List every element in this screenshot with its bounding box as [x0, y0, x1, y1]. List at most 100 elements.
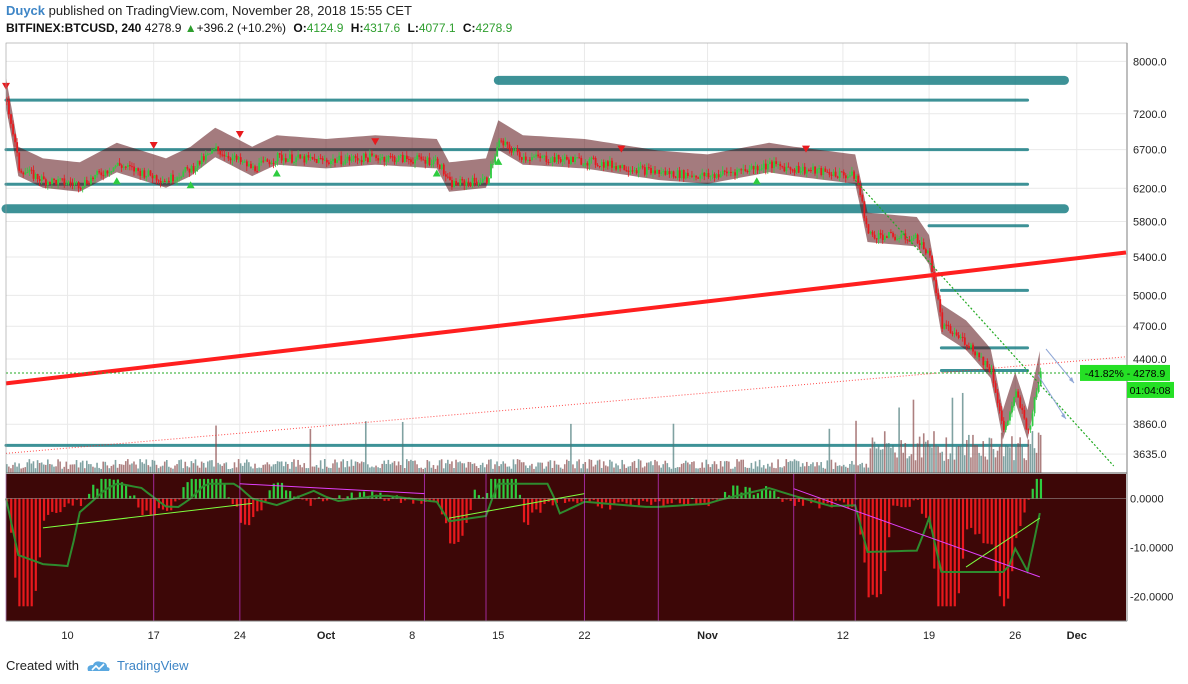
volume-bar: [660, 467, 662, 473]
candle-body: [707, 172, 710, 178]
oscillator-bar: [760, 489, 764, 499]
candle-body: [898, 238, 901, 240]
volume-bar: [861, 462, 863, 473]
volume-bar: [933, 431, 935, 473]
candle-body: [1004, 425, 1007, 430]
volume-bar: [508, 466, 511, 473]
volume-bar: [289, 468, 291, 473]
oscillator-bar: [149, 498, 152, 515]
candle-body: [371, 153, 373, 156]
oscillator-bar: [469, 498, 472, 511]
volume-bar: [648, 462, 650, 473]
time-axis-tick-label: 22: [578, 630, 590, 642]
volume-bar: [116, 467, 119, 473]
volume-bar: [572, 464, 574, 473]
volume-bar: [918, 436, 921, 473]
oscillator-bar: [867, 498, 870, 598]
candle-body: [518, 152, 521, 158]
candle-body: [59, 178, 62, 180]
volume-bar: [959, 445, 962, 473]
oscillator-bar: [1035, 478, 1038, 499]
volume-bar: [412, 461, 414, 473]
candle-body: [233, 155, 236, 158]
last-price-tag-text: -41.82% - 4278.9: [1085, 368, 1166, 380]
volume-bar: [59, 461, 61, 473]
volume-bar: [705, 459, 708, 473]
oscillator-bar: [990, 498, 993, 545]
candle-body: [549, 161, 552, 163]
oscillator-bar: [563, 498, 567, 503]
volume-bar: [381, 463, 383, 473]
candle-body: [746, 170, 749, 173]
volume-bar: [838, 465, 841, 473]
candle-body: [524, 156, 527, 161]
candle-body: [65, 183, 68, 185]
candle-body: [779, 163, 782, 167]
oscillator-bar: [650, 498, 653, 505]
volume-bar: [506, 466, 509, 473]
volume-bar: [697, 468, 699, 473]
volume-bar: [810, 464, 812, 473]
candle-body: [680, 170, 683, 179]
volume-bar: [668, 467, 671, 473]
volume-bar: [192, 463, 195, 473]
candle-body: [406, 155, 408, 160]
tradingview-link[interactable]: TradingView: [116, 658, 189, 673]
volume-bar: [492, 468, 494, 473]
candle-body: [777, 163, 780, 165]
candle-body: [877, 233, 880, 240]
volume-bar: [1011, 436, 1013, 473]
candle-body: [408, 159, 410, 161]
volume-bar: [972, 434, 974, 473]
candle-body: [627, 170, 630, 173]
volume-bar: [231, 468, 234, 473]
oscillator-bar: [481, 497, 485, 499]
volume-bar: [414, 460, 416, 473]
candle-body: [949, 326, 952, 334]
oscillator-bar: [346, 496, 349, 499]
volume-bar: [639, 460, 642, 473]
candle-body: [596, 164, 599, 166]
candle-body: [209, 153, 211, 155]
candle-body: [717, 174, 720, 178]
volume-bar: [369, 467, 371, 473]
volume-bar: [424, 467, 427, 473]
candle-body: [832, 171, 835, 176]
oscillator-bar: [10, 498, 13, 533]
candle-body: [260, 160, 263, 163]
oscillator-bar: [555, 498, 558, 503]
candle-body: [734, 172, 737, 176]
sell-signal-icon: [617, 145, 626, 153]
candle-body: [810, 170, 812, 172]
oscillator-bar: [272, 483, 275, 499]
candle-body: [225, 155, 228, 157]
author-name[interactable]: Duyck: [6, 3, 46, 18]
candle-body: [174, 180, 177, 182]
volume-bar: [943, 460, 946, 473]
volume-bar: [576, 461, 578, 473]
volume-bar: [233, 462, 236, 473]
volume-bar: [328, 467, 330, 473]
volume-bar: [428, 461, 431, 473]
oscillator-bar: [789, 498, 792, 501]
volume-bar: [643, 466, 646, 473]
candle-body: [471, 177, 474, 187]
oscillator-bar: [284, 490, 288, 499]
candle-body: [836, 176, 839, 178]
buy-signal-icon: [112, 177, 121, 185]
candle-body: [1011, 405, 1013, 413]
candle-body: [243, 161, 246, 163]
candle-body: [764, 163, 767, 170]
candle-body: [492, 163, 494, 165]
oscillator-bar: [473, 489, 476, 499]
candle-body: [563, 156, 566, 160]
oscillator-bar: [781, 498, 784, 502]
candle-body: [820, 168, 823, 175]
oscillator-bar: [108, 478, 111, 499]
price-chart[interactable]: 8000.0 7200.0 6700.0 6200.0 5800.0 5400.0 5000…: [0, 41, 1188, 653]
volume-bar: [248, 462, 250, 473]
candle-body: [959, 336, 962, 338]
volume-bar: [342, 459, 345, 473]
candle-body: [231, 157, 234, 161]
candle-body: [502, 140, 505, 146]
